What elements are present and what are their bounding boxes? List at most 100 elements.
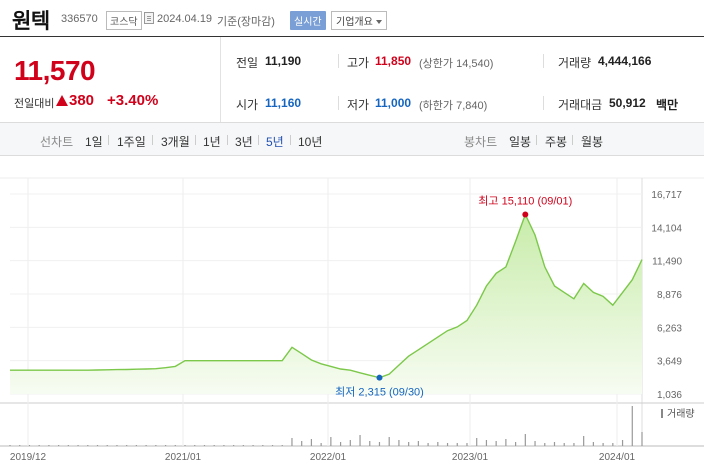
- change-value: 380: [69, 92, 95, 109]
- y-tick-label: 1,036: [657, 390, 682, 401]
- max-label: 최고 15,110 (09/01): [478, 194, 572, 207]
- period-3y[interactable]: 3년: [235, 135, 253, 149]
- price-area: [10, 214, 642, 394]
- divider: [543, 54, 544, 68]
- candle-monthly[interactable]: 월봉: [581, 135, 604, 149]
- volume-bar: [553, 442, 556, 446]
- divider: [220, 37, 221, 122]
- volume-bar: [544, 443, 546, 446]
- stock-name: 원텍: [12, 10, 50, 33]
- current-price: 11,570: [14, 55, 96, 86]
- volume-bar: [515, 442, 517, 446]
- volume-bar: [271, 445, 274, 446]
- up-arrow-icon: [56, 95, 68, 106]
- volume-bar: [592, 442, 594, 446]
- volume-bar: [320, 443, 322, 446]
- prev-close-value: 11,190: [265, 54, 302, 68]
- divider: [195, 135, 196, 145]
- volume-bar: [28, 445, 31, 446]
- period-10y[interactable]: 10년: [298, 135, 323, 149]
- volume-bar: [213, 445, 215, 446]
- chevron-down-icon: [375, 20, 382, 25]
- divider: [108, 135, 109, 145]
- volume-bar: [58, 445, 60, 446]
- change-label: 전일대비: [14, 98, 55, 110]
- volume-bar: [233, 445, 235, 446]
- price-chart: 16,717 14,104 11,490 8,876 6,263 3,649 1,036 20…: [0, 156, 704, 469]
- volume-bar: [310, 439, 313, 446]
- high-value: 11,850: [375, 54, 412, 68]
- company-info-label: 기업개요: [336, 17, 373, 28]
- x-tick-label: 2023/01: [452, 452, 489, 463]
- volume-bar: [38, 445, 40, 446]
- period-3m[interactable]: 3개월: [161, 135, 190, 149]
- divider: [536, 135, 537, 145]
- volume-bar: [456, 443, 458, 446]
- trade-amount-value: 50,912: [609, 96, 646, 110]
- y-tick-label: 11,490: [652, 257, 682, 268]
- open-label: 시가: [236, 98, 259, 112]
- realtime-button[interactable]: 실시간: [290, 11, 326, 30]
- volume-bar: [203, 445, 206, 446]
- y-tick-label: 8,876: [657, 290, 682, 301]
- volume-value: 4,444,166: [598, 54, 652, 68]
- low-value: 11,000: [375, 96, 412, 110]
- volume-bar: [223, 445, 225, 446]
- volume-bar: [339, 442, 342, 446]
- y-tick-label: 14,104: [651, 223, 682, 234]
- volume-bar: [466, 443, 468, 446]
- volume-bar: [291, 438, 293, 446]
- volume-bar: [330, 437, 332, 446]
- base-date-suffix: 기준(장마감): [217, 16, 275, 28]
- divider: [338, 96, 339, 110]
- period-5y[interactable]: 5년: [266, 135, 284, 149]
- volume-bar: [641, 432, 643, 446]
- volume-bar: [573, 443, 575, 446]
- candle-chart-label: 봉차트: [464, 135, 498, 149]
- volume-bar: [485, 440, 488, 446]
- period-1y[interactable]: 1년: [203, 135, 221, 149]
- price-summary: 11,570 전일대비 380 +3.40% 전일 11,190 고가 11,8…: [0, 36, 704, 122]
- stock-code: 336570: [61, 13, 98, 25]
- volume-bar: [446, 443, 449, 446]
- period-1w[interactable]: 1주일: [117, 135, 146, 149]
- base-date: 2024.04.19: [157, 13, 213, 25]
- volume-bar: [505, 439, 507, 446]
- volume-bar: [398, 440, 400, 446]
- candle-weekly[interactable]: 주봉: [545, 135, 568, 149]
- stock-header: 원텍 336570 코스닥 2024.04.19 기준(장마감) 실시간 기업개…: [0, 0, 704, 36]
- y-tick-label: 6,263: [657, 323, 682, 334]
- period-1d[interactable]: 1일: [85, 135, 103, 149]
- trade-amount-label: 거래대금: [558, 98, 603, 112]
- volume-label: 거래량: [558, 56, 592, 70]
- volume-bar: [612, 443, 614, 446]
- prev-close-label: 전일: [236, 56, 259, 70]
- volume-bar: [534, 441, 536, 446]
- company-info-dropdown[interactable]: 기업개요: [331, 11, 387, 30]
- volume-bar: [48, 445, 50, 446]
- volume-bar: [359, 435, 361, 446]
- volume-bar: [349, 440, 351, 446]
- volume-bar: [583, 436, 585, 446]
- volume-bar: [19, 445, 21, 446]
- volume-bar: [369, 441, 371, 446]
- volume-bar: [427, 443, 429, 446]
- volume-bar: [301, 441, 303, 446]
- volume-bar: [417, 441, 419, 446]
- volume-bar: [116, 445, 118, 446]
- volume-bar: [174, 445, 176, 446]
- volume-bar: [77, 445, 79, 446]
- volume-bar: [164, 445, 167, 446]
- divider: [543, 96, 544, 110]
- volume-bar: [96, 445, 99, 446]
- volume-bar: [252, 445, 254, 446]
- candle-daily[interactable]: 일봉: [509, 135, 532, 149]
- y-tick-label: 16,717: [651, 190, 682, 201]
- y-tick-label: 3,649: [657, 357, 682, 368]
- upper-limit: (상한가 14,540): [419, 58, 494, 70]
- price-chart-svg: 16,717 14,104 11,490 8,876 6,263 3,649 1,036 20…: [0, 177, 704, 463]
- volume-label: 거래량: [667, 408, 695, 420]
- document-icon: [144, 12, 154, 24]
- volume-bar: [476, 438, 478, 446]
- volume-bar: [9, 445, 11, 446]
